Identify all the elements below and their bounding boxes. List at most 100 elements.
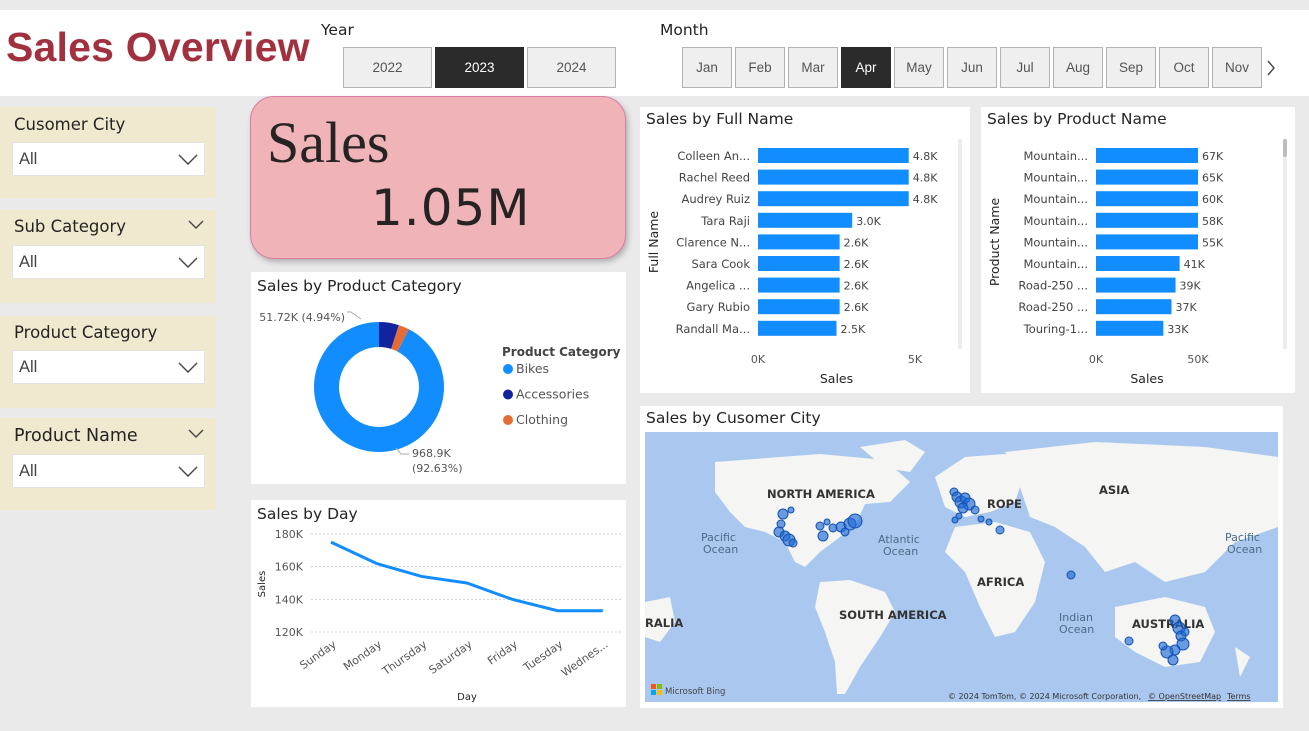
dropdown-value: All bbox=[19, 358, 38, 376]
slicer-tile-jun[interactable]: Jun bbox=[947, 47, 997, 88]
bar[interactable] bbox=[1096, 191, 1198, 207]
category-label: Mountain... bbox=[1023, 214, 1088, 228]
bar[interactable] bbox=[1096, 234, 1198, 250]
slicer-label: Product Category bbox=[14, 323, 158, 342]
x-axis-title: Day bbox=[457, 692, 477, 703]
line-series[interactable] bbox=[330, 540, 603, 613]
city-bubble bbox=[1176, 637, 1190, 651]
y-tick-label: 140K bbox=[275, 593, 304, 606]
data-label: 4.8K bbox=[913, 150, 938, 163]
bar-chart: Colleen An... 4.8K Rachel Reed 4.8K Audrey R… bbox=[646, 139, 962, 386]
terms-link[interactable]: Terms bbox=[1226, 692, 1251, 701]
category-label: Clarence N... bbox=[676, 235, 750, 249]
category-label: Mountain... bbox=[1023, 192, 1088, 206]
slicer-tile-2023[interactable]: 2023 bbox=[435, 47, 524, 88]
city-bubble bbox=[1180, 627, 1190, 637]
sales-by-day-card[interactable]: Sales by Day 120K 140K 160K 180K Sunday Monda… bbox=[251, 500, 626, 707]
x-tick-label: Thursday bbox=[379, 638, 430, 679]
bar[interactable] bbox=[758, 169, 909, 185]
scrollbar-thumb[interactable] bbox=[1283, 139, 1287, 157]
slicer-tile-apr[interactable]: Apr bbox=[841, 47, 891, 88]
donut-slice-bikes[interactable] bbox=[314, 322, 444, 452]
legend-label[interactable]: Clothing bbox=[516, 412, 568, 427]
collapse-chevron-icon[interactable] bbox=[188, 428, 204, 440]
bar[interactable] bbox=[1096, 320, 1164, 336]
data-label: 2.6K bbox=[844, 236, 869, 249]
slicer-tile-sep[interactable]: Sep bbox=[1106, 47, 1156, 88]
slicer-tile-aug[interactable]: Aug bbox=[1053, 47, 1103, 88]
data-label: 3.0K bbox=[856, 215, 881, 228]
sales-by-full-name-card[interactable]: Sales by Full Name Colleen An... 4.8K Rach… bbox=[640, 107, 970, 393]
slicer-sub-category: Sub Category All bbox=[0, 210, 216, 303]
bar[interactable] bbox=[1096, 212, 1198, 228]
sales-by-city-map-card[interactable]: Sales by Cusomer City NORTH AMERICA ROPE… bbox=[640, 406, 1283, 708]
x-tick-label: Saturday bbox=[427, 638, 475, 677]
category-label: Gary Rubio bbox=[687, 300, 750, 314]
y-axis-title: Sales bbox=[257, 571, 268, 598]
city-bubble bbox=[815, 521, 825, 531]
slicer-tile-nov[interactable]: Nov bbox=[1212, 47, 1262, 88]
city-bubble bbox=[840, 527, 850, 537]
city-bubble bbox=[823, 518, 831, 526]
world-map[interactable]: NORTH AMERICA ROPE ASIA AFRICA SOUTH AME… bbox=[645, 432, 1278, 702]
sales-kpi-card[interactable]: Sales 1.05M bbox=[250, 96, 626, 259]
map-label: ASIA bbox=[1099, 483, 1129, 497]
x-tick-label: Monday bbox=[341, 638, 384, 674]
bar[interactable] bbox=[758, 148, 909, 163]
page-title: Sales Overview bbox=[6, 24, 310, 70]
category-label: Mountain... bbox=[1023, 235, 1088, 249]
x-tick-label: 0K bbox=[1089, 353, 1104, 366]
bar[interactable] bbox=[1096, 277, 1176, 293]
slicer-tile-mar[interactable]: Mar bbox=[788, 47, 838, 88]
bar[interactable] bbox=[758, 299, 840, 315]
legend-label[interactable]: Accessories bbox=[516, 387, 589, 402]
slicer-tile-2024[interactable]: 2024 bbox=[527, 47, 616, 88]
scrollbar[interactable] bbox=[1283, 139, 1287, 349]
donut-slice-clothing[interactable] bbox=[391, 325, 409, 352]
ocean-label: Atlantic bbox=[878, 533, 920, 546]
chart-title: Sales by Day bbox=[257, 505, 358, 523]
customer-city-dropdown[interactable]: All bbox=[12, 142, 205, 176]
year-slicer-label: Year bbox=[321, 21, 354, 39]
sales-by-product-name-card[interactable]: Sales by Product Name Mountain... 67K Moun… bbox=[981, 107, 1295, 393]
slicer-tile-2022[interactable]: 2022 bbox=[343, 47, 432, 88]
category-label: Tara Raji bbox=[700, 214, 750, 228]
ocean-label: Ocean bbox=[883, 545, 918, 558]
month-scroll-right-icon[interactable] bbox=[1264, 58, 1278, 78]
slicer-tile-oct[interactable]: Oct bbox=[1159, 47, 1209, 88]
sub-category-dropdown[interactable]: All bbox=[12, 245, 205, 279]
bar[interactable] bbox=[1096, 256, 1180, 271]
map-label: ROPE bbox=[987, 497, 1022, 511]
bar[interactable] bbox=[758, 212, 853, 228]
data-label: 2.6K bbox=[844, 280, 869, 293]
data-label: 65K bbox=[1202, 172, 1224, 185]
product-category-donut-card[interactable]: Sales by Product Category 51.72K (4.94%)… bbox=[251, 272, 626, 484]
slicer-tile-jan[interactable]: Jan bbox=[682, 47, 732, 88]
data-label: 968.9K bbox=[412, 447, 451, 460]
bar[interactable] bbox=[1096, 148, 1198, 163]
chart-title: Sales by Full Name bbox=[646, 110, 794, 128]
bar[interactable] bbox=[758, 320, 837, 336]
donut-slice-accessories[interactable] bbox=[379, 322, 399, 349]
bar[interactable] bbox=[758, 234, 840, 250]
slicer-tile-feb[interactable]: Feb bbox=[735, 47, 785, 88]
product-name-dropdown[interactable]: All bbox=[12, 454, 205, 488]
legend-label[interactable]: Bikes bbox=[516, 361, 549, 376]
scrollbar[interactable] bbox=[958, 139, 962, 349]
city-bubble bbox=[787, 506, 795, 514]
data-label: (92.63%) bbox=[412, 462, 463, 475]
product-category-dropdown[interactable]: All bbox=[12, 350, 205, 384]
slicer-tile-may[interactable]: May bbox=[894, 47, 944, 88]
bing-label: Microsoft Bing bbox=[665, 687, 725, 697]
bar[interactable] bbox=[1096, 169, 1198, 185]
bar[interactable] bbox=[1096, 299, 1172, 315]
category-label: Road-250 ... bbox=[1018, 279, 1088, 293]
data-label: 2.6K bbox=[844, 301, 869, 314]
city-bubble bbox=[995, 525, 1005, 535]
osm-link[interactable]: © OpenStreetMap bbox=[1148, 692, 1221, 701]
bar[interactable] bbox=[758, 191, 909, 207]
bar[interactable] bbox=[758, 256, 840, 271]
collapse-chevron-icon[interactable] bbox=[188, 219, 204, 231]
bar[interactable] bbox=[758, 277, 840, 293]
slicer-tile-jul[interactable]: Jul bbox=[1000, 47, 1050, 88]
